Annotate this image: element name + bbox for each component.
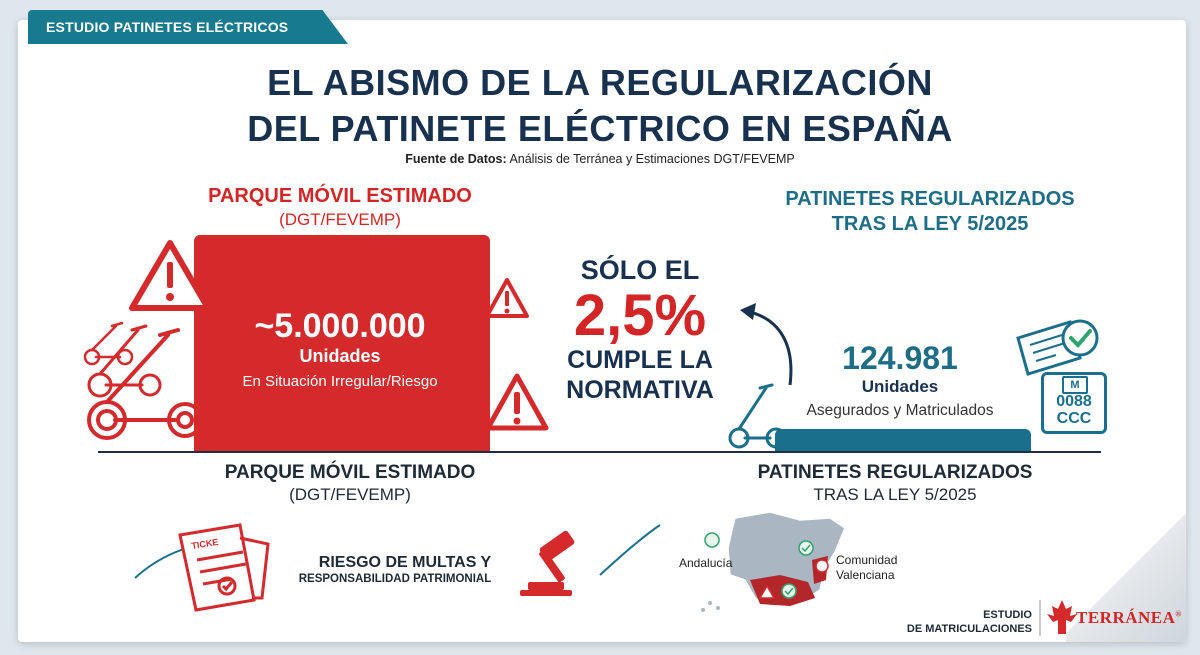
axis-sublabel-0: (DGT/FEVEMP) xyxy=(289,485,411,504)
spain-map xyxy=(701,511,846,612)
axis-label-0: PARQUE MÓVIL ESTIMADO xyxy=(224,462,476,483)
curved-arrow-icon xyxy=(740,303,793,386)
plate-bottom: CCC xyxy=(1056,410,1092,427)
middle-text-cumple: CUMPLE LA xyxy=(567,346,713,374)
source-text: Análisis de Terránea y Estimaciones DGT/… xyxy=(506,152,795,166)
map-label-valencia-2: Valenciana xyxy=(836,568,895,582)
bar-label-desc-1: Asegurados y Matriculados xyxy=(806,402,994,419)
swoosh-decoration xyxy=(599,524,661,576)
bar-label-unit-0: Unidades xyxy=(299,346,381,366)
bar-regularizados xyxy=(775,429,1031,451)
plate-mid: 0088 xyxy=(1056,393,1092,410)
chart-baseline xyxy=(98,451,1101,453)
middle-text-normativa: NORMATIVA xyxy=(566,376,714,404)
risk-text-2: RESPONSABILIDAD PATRIMONIAL xyxy=(298,573,492,585)
plate-top: M xyxy=(1062,376,1088,394)
scooter-icon xyxy=(87,324,162,398)
axis-sublabel-1: TRAS LA LEY 5/2025 xyxy=(813,485,977,504)
warning-icon xyxy=(129,240,211,311)
data-source: Fuente de Datos: Análisis de Terránea y … xyxy=(0,152,1200,166)
left-subheader: (DGT/FEVEMP) xyxy=(279,210,401,229)
bar-parque-movil xyxy=(194,235,490,451)
warning-icon xyxy=(485,278,529,318)
source-label: Fuente de Datos: xyxy=(405,152,507,166)
scooter-icon xyxy=(728,383,787,449)
brand-name: TERRÁNEA xyxy=(1076,608,1176,627)
study-tag: ESTUDIO PATINETES ELÉCTRICOS ESPAÑA xyxy=(28,10,348,44)
bar-label-value-0: ~5.000.000 xyxy=(254,307,426,345)
brand-logo: TERRÁNEA® xyxy=(1076,608,1182,628)
left-header: PARQUE MÓVIL ESTIMADO xyxy=(208,185,472,207)
axis-label-1: PATINETES REGULARIZADOS xyxy=(757,462,1033,483)
page-curl xyxy=(1066,502,1186,642)
gavel-icon xyxy=(520,530,575,596)
percentage-compliant: 2,5% xyxy=(573,283,707,348)
bar-label-value-1: 124.981 xyxy=(842,340,958,376)
bar-label-desc-0: En Situación Irregular/Riesgo xyxy=(242,373,438,390)
right-header-line-1: PATINETES REGULARIZADOS xyxy=(785,188,1075,210)
risk-text-1: RIESGO DE MULTAS Y xyxy=(318,554,492,571)
footer-line-2: DE MATRICULACIONES xyxy=(906,623,1032,635)
ticket-icon xyxy=(178,523,270,612)
ticket-label: TICKE xyxy=(191,537,219,551)
map-label-valencia-1: Comunidad xyxy=(836,553,898,567)
brand-mark: ® xyxy=(1175,609,1182,619)
title-line-2: DEL PATINETE ELÉCTRICO EN ESPAÑA xyxy=(247,108,953,149)
scooter-icon xyxy=(83,321,134,366)
right-header-line-2: TRAS LA LEY 5/2025 xyxy=(831,213,1029,235)
warning-icon xyxy=(485,373,549,431)
middle-text-2: CUMPLE LA NORMATIVA xyxy=(540,345,740,405)
middle-text-1: SÓLO EL xyxy=(580,255,700,285)
bar-label-unit-1: Unidades xyxy=(861,377,939,396)
maple-leaf-icon xyxy=(1047,600,1077,634)
map-label-andalucia: Andalucía xyxy=(679,556,733,570)
title-line-1: EL ABISMO DE LA REGULARIZACIÓN xyxy=(267,62,933,103)
scooter-icon xyxy=(87,328,203,440)
document-check-icon xyxy=(1016,319,1099,376)
footer-line-1: ESTUDIO xyxy=(983,609,1032,621)
license-plate-icon xyxy=(1041,372,1107,434)
